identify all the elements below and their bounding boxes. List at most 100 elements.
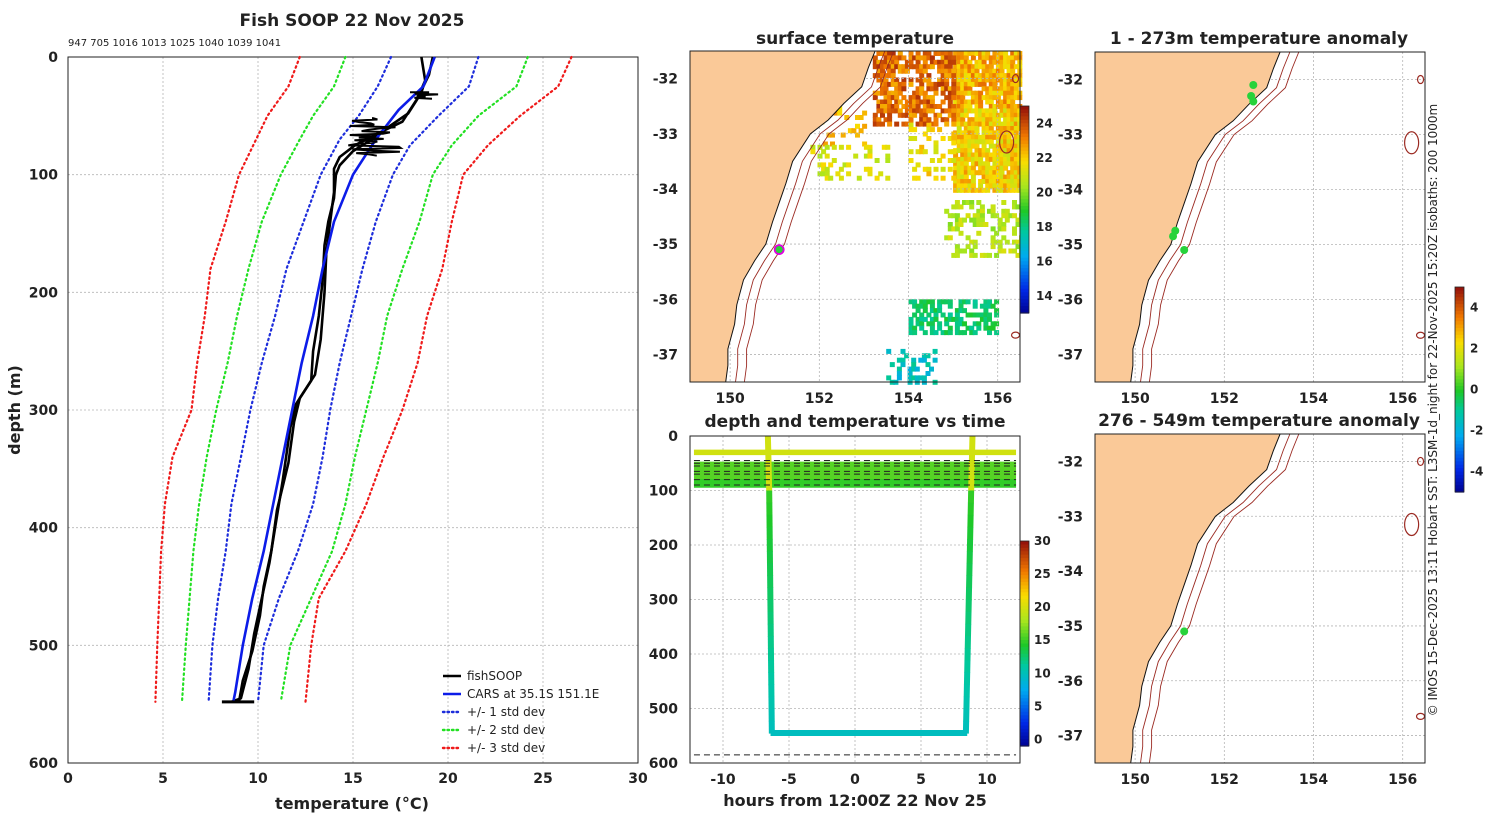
sst-pixel [915, 90, 921, 96]
sst-pixel [963, 170, 969, 176]
sst-pixel [974, 156, 980, 162]
sst-pixel [956, 126, 962, 131]
colorbar-tick-label: 30 [1034, 534, 1051, 548]
sst-pixel [969, 248, 975, 254]
colorbar-segment [1020, 691, 1029, 696]
sst-pixel [992, 104, 998, 109]
sst-pixel [907, 366, 913, 372]
seamount-isobath [1404, 131, 1420, 155]
sst-pixel [921, 357, 927, 363]
sst-pixel [915, 68, 921, 74]
sst-pixel [967, 86, 973, 92]
sst-pixel [1010, 165, 1016, 171]
colorbar-segment [1020, 185, 1029, 190]
sst-pixel [876, 51, 882, 56]
sst-pixel [901, 86, 907, 92]
sst-pixel [988, 55, 994, 61]
sst-pixel [1010, 95, 1016, 101]
colorbar-segment [1020, 541, 1029, 546]
colorbar-segment [1020, 595, 1029, 600]
sst-pixel [988, 73, 994, 79]
sst-pixel [992, 59, 998, 65]
colorbar-segment [1455, 406, 1464, 411]
sst-pixel [897, 86, 903, 92]
sst-pixel [872, 121, 878, 127]
sst-pixel [944, 95, 950, 101]
sst-pixel [883, 86, 889, 92]
sst-pixel [890, 59, 896, 65]
sst-pixel [919, 108, 925, 114]
colorbar-segment [1020, 168, 1029, 173]
sst-pixel [974, 90, 980, 96]
x-tick-label: 150 [1121, 391, 1150, 407]
sst-pixel [967, 134, 973, 140]
y-tick-label: -33 [1058, 509, 1083, 525]
sst-pixel [960, 143, 966, 149]
sst-pixel [885, 175, 891, 181]
sst-pixel [999, 59, 1005, 65]
sst-pixel [824, 153, 830, 159]
sst-pixel [999, 179, 1005, 184]
sst-pixel [956, 117, 962, 123]
sst-pixel [911, 375, 917, 381]
sst-pixel [979, 222, 985, 227]
sst-pixel [890, 64, 896, 70]
colorbar-segment [1455, 369, 1464, 374]
sst-pixel [958, 204, 964, 210]
sst-pixel [1003, 86, 1009, 92]
map-title: surface temperature [756, 29, 954, 49]
sst-pixel [1003, 108, 1009, 114]
sst-pixel [960, 134, 966, 140]
sst-pixel [940, 312, 946, 318]
sst-pixel [983, 316, 989, 322]
colorbar-segment [1020, 281, 1029, 286]
sst-pixel [810, 149, 816, 155]
sst-pixel [1010, 117, 1016, 123]
sst-pixel [985, 77, 991, 83]
sst-pixel [929, 127, 935, 133]
sst-pixel [953, 170, 959, 176]
sst-pixel [944, 73, 950, 79]
sst-pixel [960, 156, 966, 162]
sst-pixel [947, 222, 953, 227]
sst-pixel [981, 170, 987, 176]
sst-pixel [978, 148, 984, 154]
sst-pixel [940, 330, 946, 336]
sst-pixel [912, 99, 918, 105]
sst-pixel [978, 134, 984, 140]
sst-pixel [918, 357, 924, 363]
sst-pixel [918, 375, 924, 381]
colorbar-segment [1455, 310, 1464, 315]
sst-pixel [944, 299, 950, 305]
sst-pixel [963, 183, 969, 189]
sst-pixel [929, 55, 935, 61]
sst-pixel [933, 312, 939, 318]
sst-pixel [988, 179, 994, 184]
x-tick-label: 156 [1388, 772, 1417, 788]
sst-pixel [981, 108, 987, 114]
sst-pixel [994, 312, 1000, 318]
sst-pixel [970, 95, 976, 101]
sst-pixel [981, 73, 987, 79]
sst-pixel [915, 162, 921, 168]
sst-pixel [995, 148, 1001, 154]
sst-pixel [897, 64, 903, 70]
sst-pixel [992, 174, 998, 180]
sst-pixel [1006, 174, 1012, 180]
sst-pixel [983, 303, 989, 309]
colorbar-segment [1455, 341, 1464, 346]
sst-pixel [970, 187, 976, 193]
sst-pixel [912, 175, 918, 181]
sst-pixel [912, 127, 918, 133]
sst-pixel [1013, 143, 1019, 149]
sst-pixel [988, 126, 994, 131]
colorbar-segment [1020, 687, 1029, 692]
sst-pixel [999, 77, 1005, 83]
sst-pixel [919, 144, 925, 150]
y-tick-label: -35 [1058, 238, 1083, 254]
sst-pixel [901, 68, 907, 74]
sst-pixel [1003, 51, 1009, 56]
x-tick-label: 154 [894, 391, 923, 407]
sst-pixel [874, 175, 880, 181]
sst-pixel [963, 59, 969, 65]
